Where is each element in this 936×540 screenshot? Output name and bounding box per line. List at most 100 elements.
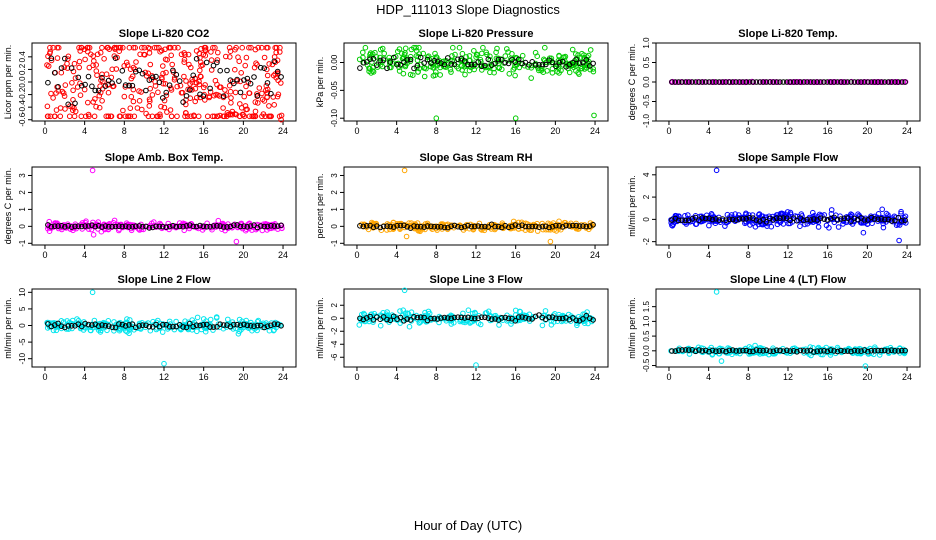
- data-point: [105, 113, 112, 120]
- y-axis-label: kPa per min.: [315, 57, 325, 108]
- y-tick-label: -10: [18, 352, 27, 364]
- data-point: [834, 344, 841, 351]
- mean-point: [237, 322, 244, 329]
- data-point: [222, 87, 228, 93]
- mean-point: [78, 223, 85, 230]
- data-point: [749, 212, 756, 218]
- data-points: [668, 167, 909, 244]
- mean-point: [817, 79, 824, 85]
- data-point: [142, 52, 148, 58]
- data-point: [898, 210, 904, 217]
- mean-point: [529, 223, 536, 230]
- y-tick-label: 0.5: [642, 56, 651, 68]
- mean-point: [472, 223, 478, 230]
- mean-point: [102, 223, 109, 229]
- data-point: [476, 313, 482, 319]
- data-point: [685, 212, 691, 218]
- data-point: [160, 63, 166, 69]
- panel-title: Slope Gas Stream RH: [419, 152, 532, 164]
- data-point: [516, 226, 522, 232]
- mean-point: [797, 79, 804, 85]
- y-tick-label: 0.00: [330, 54, 339, 70]
- data-point: [562, 53, 569, 60]
- mean-point: [583, 223, 590, 230]
- mean-point: [699, 215, 706, 221]
- data-point: [254, 318, 261, 325]
- mean-point: [75, 74, 82, 81]
- mean-point: [713, 79, 719, 85]
- data-point: [266, 327, 273, 334]
- mean-point: [546, 314, 552, 321]
- mean-point: [590, 222, 596, 228]
- mean-point: [363, 315, 370, 321]
- data-point: [128, 227, 135, 234]
- mean-point: [729, 347, 736, 353]
- mean-point: [505, 60, 512, 67]
- mean-point: [770, 79, 777, 85]
- outlier-point: [433, 115, 440, 121]
- data-point: [59, 88, 66, 95]
- data-point: [278, 80, 284, 86]
- x-tick-label: 0: [666, 126, 671, 136]
- data-point: [111, 319, 117, 325]
- mean-point: [702, 215, 709, 222]
- data-point: [124, 316, 130, 322]
- outlier-point: [202, 47, 209, 54]
- data-point: [260, 111, 267, 117]
- data-point: [136, 88, 142, 94]
- data-point: [94, 51, 101, 58]
- mean-point: [807, 79, 814, 85]
- mean-point: [428, 223, 434, 230]
- data-point: [450, 44, 456, 51]
- data-point: [223, 53, 229, 60]
- mean-point: [95, 223, 102, 229]
- mean-point: [424, 56, 431, 63]
- mean-point: [719, 79, 726, 85]
- mean-point: [532, 313, 539, 320]
- mean-point: [773, 79, 780, 85]
- data-point: [141, 44, 148, 51]
- mean-point: [583, 312, 590, 319]
- data-point: [77, 92, 84, 98]
- mean-point: [817, 215, 824, 221]
- mean-point: [723, 79, 729, 85]
- data-point: [379, 63, 386, 70]
- x-tick-label: 20: [238, 126, 248, 136]
- data-point: [585, 320, 591, 327]
- data-point: [232, 66, 238, 73]
- mean-point: [546, 224, 552, 231]
- mean-point: [512, 318, 519, 324]
- chart-panel: Slope Li-820 Pressure kPa per min. 0 4 8 12 16…: [315, 28, 609, 136]
- data-point: [182, 113, 188, 120]
- mean-point: [55, 84, 61, 90]
- mean-point: [105, 323, 112, 329]
- mean-point: [394, 61, 400, 68]
- mean-point: [254, 224, 261, 231]
- data-point: [202, 52, 209, 59]
- mean-point: [502, 314, 509, 321]
- mean-point: [68, 65, 75, 71]
- data-point: [161, 104, 168, 111]
- outlier-point: [879, 206, 886, 213]
- y-tick-label: 0: [330, 315, 339, 320]
- data-point: [232, 89, 239, 96]
- data-point: [377, 54, 383, 61]
- data-points: [356, 287, 596, 368]
- data-point: [91, 113, 98, 120]
- mean-point: [767, 79, 773, 85]
- mean-point: [224, 67, 230, 74]
- mean-point: [278, 222, 284, 229]
- mean-point: [241, 77, 247, 83]
- data-point: [151, 44, 158, 51]
- data-point: [180, 220, 186, 227]
- y-tick-label: -1.0: [642, 114, 651, 128]
- data-point: [57, 105, 64, 111]
- mean-point: [92, 87, 98, 94]
- data-point: [466, 67, 473, 74]
- mean-point: [404, 316, 411, 322]
- data-point: [459, 50, 466, 57]
- data-point: [70, 87, 76, 94]
- x-tick-label: 12: [159, 372, 169, 382]
- mean-point: [502, 59, 509, 66]
